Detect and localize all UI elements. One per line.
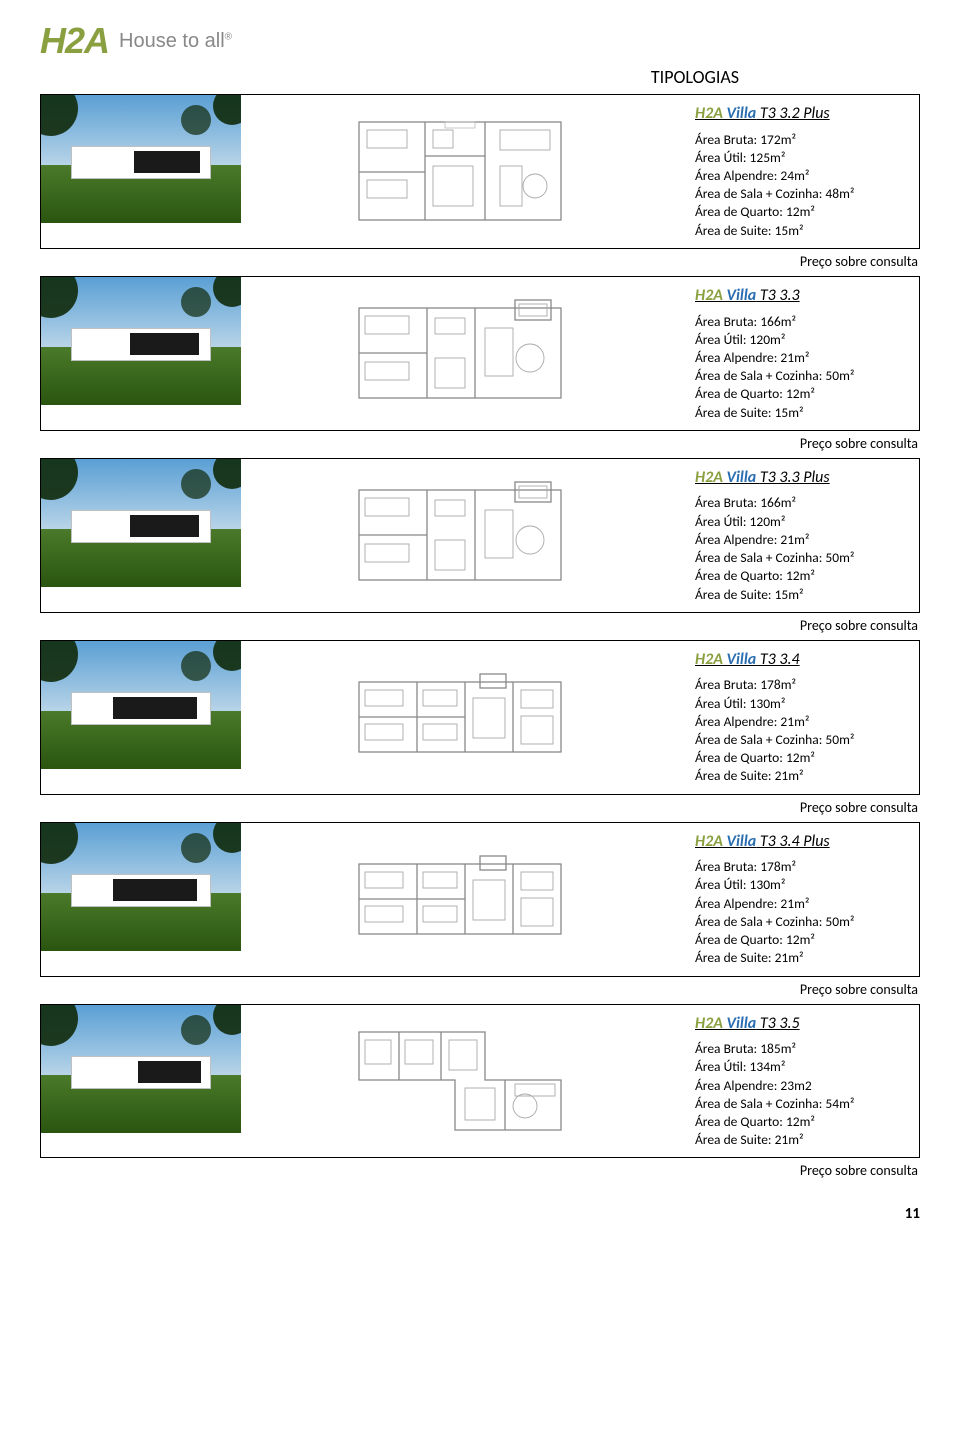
brand-logo: H2A House to all® [40, 20, 920, 62]
villa-card: H2A Villa T3 3.3 Plus Área Bruta: 166m²Á… [40, 458, 920, 634]
spec-line: Área Útil: 130m² [695, 695, 909, 713]
price-label: Preço sobre consulta [40, 1162, 918, 1179]
spec-line: Área Bruta: 178m² [695, 676, 909, 694]
spec-line: Área de Quarto: 12m² [695, 749, 909, 767]
spec-line: Área Útil: 134m² [695, 1058, 909, 1076]
floorplan [241, 1005, 679, 1158]
villa-title: H2A Villa T3 3.5 [695, 1013, 909, 1035]
floorplan [241, 459, 679, 612]
render-thumb [41, 641, 241, 769]
floorplan [241, 823, 679, 976]
floorplan [241, 641, 679, 794]
logo-mark: H2A [40, 20, 109, 62]
spec-line: Área de Suite: 15m² [695, 404, 909, 422]
price-label: Preço sobre consulta [40, 617, 918, 634]
villa-title: H2A Villa T3 3.3 [695, 285, 909, 307]
spec-line: Área de Suite: 15m² [695, 222, 909, 240]
villa-specs: Área Bruta: 178m²Área Útil: 130m²Área Al… [695, 858, 909, 967]
floorplan [241, 95, 679, 248]
spec-line: Área Bruta: 178m² [695, 858, 909, 876]
villa-info: H2A Villa T3 3.3 Plus Área Bruta: 166m²Á… [679, 459, 919, 612]
villa-specs: Área Bruta: 178m²Área Útil: 130m²Área Al… [695, 676, 909, 785]
spec-line: Área de Suite: 21m² [695, 1131, 909, 1149]
spec-line: Área Útil: 120m² [695, 513, 909, 531]
villa-card: H2A Villa T3 3.4 Plus Área Bruta: 178m²Á… [40, 822, 920, 998]
spec-line: Área Útil: 120m² [695, 331, 909, 349]
spec-line: Área de Sala + Cozinha: 48m² [695, 185, 909, 203]
spec-line: Área de Quarto: 12m² [695, 567, 909, 585]
spec-line: Área Bruta: 185m² [695, 1040, 909, 1058]
spec-line: Área de Sala + Cozinha: 54m² [695, 1095, 909, 1113]
spec-line: Área Alpendre: 21m² [695, 349, 909, 367]
villa-specs: Área Bruta: 185m²Área Útil: 134m²Área Al… [695, 1040, 909, 1149]
floorplan [241, 277, 679, 430]
price-label: Preço sobre consulta [40, 435, 918, 452]
spec-line: Área de Suite: 21m² [695, 949, 909, 967]
villa-card: H2A Villa T3 3.2 Plus Área Bruta: 172m²Á… [40, 94, 920, 270]
render-thumb [41, 1005, 241, 1133]
price-label: Preço sobre consulta [40, 981, 918, 998]
spec-line: Área de Suite: 15m² [695, 586, 909, 604]
spec-line: Área Útil: 130m² [695, 876, 909, 894]
spec-line: Área de Quarto: 12m² [695, 203, 909, 221]
spec-line: Área de Sala + Cozinha: 50m² [695, 367, 909, 385]
page-number: 11 [40, 1205, 920, 1223]
render-thumb [41, 823, 241, 951]
villa-info: H2A Villa T3 3.4 Área Bruta: 178m²Área Ú… [679, 641, 919, 794]
spec-line: Área de Quarto: 12m² [695, 931, 909, 949]
price-label: Preço sobre consulta [40, 799, 918, 816]
render-thumb [41, 277, 241, 405]
villa-specs: Área Bruta: 166m²Área Útil: 120m²Área Al… [695, 313, 909, 422]
villa-info: H2A Villa T3 3.4 Plus Área Bruta: 178m²Á… [679, 823, 919, 976]
spec-line: Área de Quarto: 12m² [695, 385, 909, 403]
villa-title: H2A Villa T3 3.3 Plus [695, 467, 909, 489]
villa-title: H2A Villa T3 3.2 Plus [695, 103, 909, 125]
villa-card: H2A Villa T3 3.5 Área Bruta: 185m²Área Ú… [40, 1004, 920, 1180]
spec-line: Área Alpendre: 21m² [695, 895, 909, 913]
spec-line: Área Alpendre: 21m² [695, 531, 909, 549]
villa-specs: Área Bruta: 166m²Área Útil: 120m²Área Al… [695, 494, 909, 603]
logo-text: House to all® [119, 30, 232, 53]
villa-info: H2A Villa T3 3.5 Área Bruta: 185m²Área Ú… [679, 1005, 919, 1158]
spec-line: Área Alpendre: 21m² [695, 713, 909, 731]
villa-info: H2A Villa T3 3.3 Área Bruta: 166m²Área Ú… [679, 277, 919, 430]
villa-card: H2A Villa T3 3.4 Área Bruta: 178m²Área Ú… [40, 640, 920, 816]
spec-line: Área de Suite: 21m² [695, 767, 909, 785]
render-thumb [41, 95, 241, 223]
price-label: Preço sobre consulta [40, 253, 918, 270]
villa-info: H2A Villa T3 3.2 Plus Área Bruta: 172m²Á… [679, 95, 919, 248]
spec-line: Área de Quarto: 12m² [695, 1113, 909, 1131]
section-title: TIPOLOGIAS [470, 66, 920, 88]
spec-line: Área de Sala + Cozinha: 50m² [695, 549, 909, 567]
spec-line: Área Bruta: 172m² [695, 131, 909, 149]
spec-line: Área Bruta: 166m² [695, 313, 909, 331]
villa-title: H2A Villa T3 3.4 [695, 649, 909, 671]
spec-line: Área Alpendre: 23m2 [695, 1077, 909, 1095]
spec-line: Área Útil: 125m² [695, 149, 909, 167]
spec-line: Área de Sala + Cozinha: 50m² [695, 913, 909, 931]
spec-line: Área Bruta: 166m² [695, 494, 909, 512]
villa-specs: Área Bruta: 172m²Área Útil: 125m²Área Al… [695, 131, 909, 240]
spec-line: Área de Sala + Cozinha: 50m² [695, 731, 909, 749]
spec-line: Área Alpendre: 24m² [695, 167, 909, 185]
render-thumb [41, 459, 241, 587]
villa-title: H2A Villa T3 3.4 Plus [695, 831, 909, 853]
villa-card: H2A Villa T3 3.3 Área Bruta: 166m²Área Ú… [40, 276, 920, 452]
